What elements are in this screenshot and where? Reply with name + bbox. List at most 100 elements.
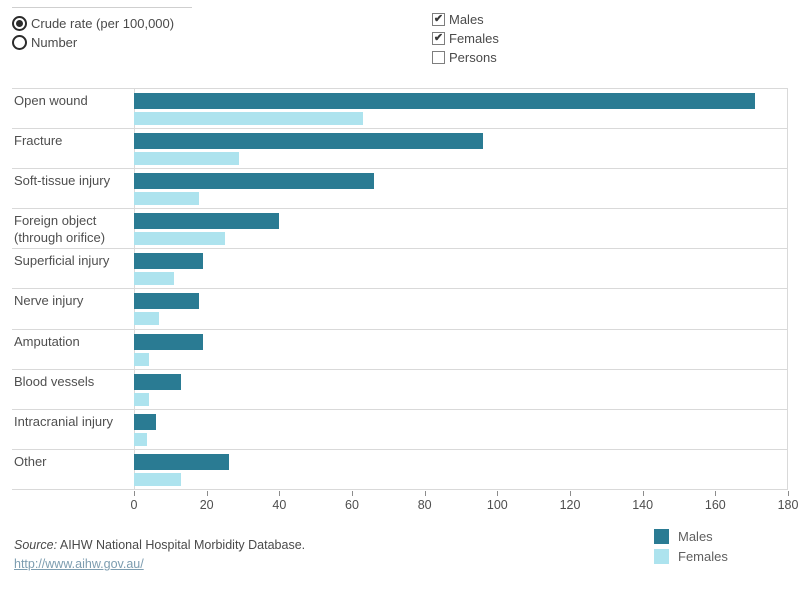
females-color-swatch [654,548,669,564]
x-tick-mark [206,491,208,496]
bar-females-blood-vessels[interactable] [134,392,149,406]
radio-number[interactable]: Number [12,33,192,52]
category-label: Foreign object (through orifice) [14,213,106,246]
chart-legend: Males Females [654,526,728,566]
category-label: Nerve injury [14,293,84,309]
bar-females-other[interactable] [134,472,182,486]
x-tick-label: 40 [272,498,287,512]
bar-females-open-wound[interactable] [134,112,363,125]
legend-label: Males [678,528,713,544]
bar-males-soft-tissue-injury[interactable] [134,173,374,190]
plot-cell [134,89,787,128]
chart-row-other: Other [12,448,787,489]
chart-row-amputation: Amputation [12,328,787,369]
plot-cell [134,370,787,409]
radio-icon [12,35,27,50]
bar-males-amputation[interactable] [134,333,203,350]
legend-label: Females [678,548,728,564]
category-label: Amputation [14,333,80,349]
radio-label: Number [31,35,78,50]
plot-cell [134,129,787,168]
bar-males-superficial-injury[interactable] [134,253,203,270]
category-label: Superficial injury [14,253,110,269]
bar-males-other[interactable] [134,453,229,470]
chart-row-soft-tissue-injury: Soft-tissue injury [12,168,787,208]
bar-males-foreign-object-through-orifice[interactable] [134,213,280,230]
checkbox-males[interactable]: ✔ Males [432,10,499,29]
x-tick-label: 120 [559,498,581,512]
plot-cell [134,450,787,489]
plot-cell [134,289,787,328]
checkbox-icon: ✔ [432,51,445,64]
x-tick-mark [642,491,644,496]
radio-crude-rate-per-100-000[interactable]: Crude rate (per 100,000) [12,14,192,33]
bar-males-open-wound[interactable] [134,93,756,109]
x-tick-mark [352,491,353,496]
bar-females-intracranial-injury[interactable] [134,432,147,446]
x-tick-mark [279,491,281,496]
chart-row-nerve-injury: Nerve injury [12,288,787,328]
x-tick-label: 100 [486,498,508,512]
bar-males-intracranial-injury[interactable] [134,413,156,430]
category-label: Blood vessels [14,373,95,389]
x-tick-label: 20 [199,498,214,512]
chart-row-foreign-object-through-orifice: Foreign object (through orifice) [12,208,787,248]
plot-cell [134,330,787,369]
chart-row-superficial-injury: Superficial injury [12,248,787,288]
source-label: Source: [14,538,58,552]
checkbox-females[interactable]: ✔ Females [432,29,499,48]
x-tick-label: 60 [345,498,359,512]
plot-cell [134,209,787,248]
radio-icon [12,16,27,31]
x-tick-mark [424,491,426,496]
chart-row-fracture: Fracture [12,128,787,168]
source-note: Source: AIHW National Hospital Morbidity… [14,536,305,575]
source-link[interactable]: http://www.aihw.gov.au/ [14,557,144,572]
checkbox-label: Females [449,31,499,46]
checkbox-icon: ✔ [432,13,445,26]
bar-females-fracture[interactable] [134,152,240,166]
radio-label: Crude rate (per 100,000) [31,16,175,31]
x-tick-mark [134,491,135,496]
checkbox-label: Persons [449,50,497,65]
x-tick-mark [497,491,499,496]
bar-females-superficial-injury[interactable] [134,272,174,286]
bar-males-blood-vessels[interactable] [134,373,182,390]
bar-females-foreign-object-through-orifice[interactable] [134,232,225,246]
chart-row-intracranial-injury: Intracranial injury [12,408,787,449]
plot-cell [134,410,787,449]
x-axis: 0 20 40 60 80 100 120 140 160 180 [12,490,800,518]
checkbox-label: Males [449,12,484,27]
x-tick-label: 180 [777,498,799,512]
bar-males-nerve-injury[interactable] [134,293,200,310]
x-tick-label: 0 [130,498,138,512]
x-tick-mark [788,491,789,496]
legend-item-females[interactable]: Females [654,546,728,566]
x-tick-label: 140 [632,498,654,512]
category-label: Soft-tissue injury [14,173,111,189]
bar-females-soft-tissue-injury[interactable] [134,192,200,206]
plot-cell [134,169,787,208]
legend-item-males[interactable]: Males [654,526,728,546]
category-label: Other [14,453,47,469]
y-axis-line [134,88,135,489]
x-tick-label: 160 [704,498,726,512]
checkbox-persons[interactable]: ✔ Persons [432,48,499,67]
bar-females-nerve-injury[interactable] [134,312,160,326]
x-tick-label: 80 [417,498,432,512]
bar-males-fracture[interactable] [134,133,483,150]
bar-females-amputation[interactable] [134,352,149,366]
x-tick-mark [715,491,717,496]
chart-row-blood-vessels: Blood vessels [12,368,787,409]
sex-filter: ✔ Males ✔ Females ✔ Persons [432,10,499,67]
injury-bar-chart: Open wound Fracture Soft-tissue injury Fore… [12,88,788,490]
males-color-swatch [654,528,669,544]
plot-cell [134,249,787,288]
rate-type-selector: Crude rate (per 100,000) Number [12,7,192,52]
checkbox-icon: ✔ [432,32,445,45]
x-tick-mark [570,491,571,496]
category-label: Open wound [14,93,88,108]
category-label: Fracture [14,133,63,149]
category-label: Intracranial injury [14,413,113,429]
chart-row-open-wound: Open wound [12,88,787,128]
